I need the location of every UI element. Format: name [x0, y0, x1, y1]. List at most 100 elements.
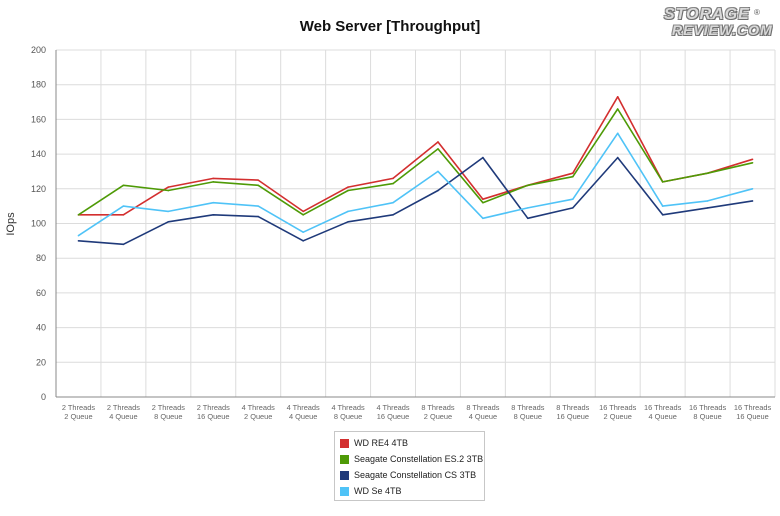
data-point — [257, 184, 260, 187]
data-point — [347, 210, 349, 213]
y-axis-label: IOps — [5, 212, 17, 236]
x-tick-label-line: 8 Queue — [693, 412, 721, 421]
legend-item: Seagate Constellation CS 3TB — [340, 467, 479, 483]
data-point — [122, 243, 125, 246]
x-tick-label: 2 Threads 4 Queue — [107, 403, 140, 421]
data-point — [571, 175, 574, 178]
data-point — [661, 205, 664, 207]
gridlines — [55, 49, 776, 398]
data-point — [616, 108, 619, 110]
x-tick-label-line: 16 Queue — [377, 412, 409, 421]
data-point — [661, 181, 664, 183]
x-tick-label: 16 Threads 16 Queue — [734, 403, 772, 421]
data-point — [212, 214, 215, 216]
legend: WD RE4 4TB Seagate Constellation ES.2 3TB… — [334, 431, 485, 501]
x-tick-label-line: 8 Threads — [466, 403, 499, 412]
x-tick-label-line: 8 Threads — [556, 403, 589, 412]
x-tick-label-line: 8 Threads — [421, 403, 454, 412]
data-point — [527, 217, 529, 220]
data-point — [347, 220, 349, 223]
y-tick-label: 0 — [41, 392, 46, 402]
data-point — [437, 189, 439, 192]
data-point — [257, 205, 260, 207]
x-tick-label: 8 Threads 8 Queue — [511, 403, 544, 421]
data-point — [751, 161, 754, 164]
x-tick-label-line: 2 Threads — [62, 403, 95, 412]
data-point — [302, 210, 304, 213]
storage-review-logo: STORAGE REVIEW.COM ® — [636, 6, 772, 42]
series-line-1 — [78, 96, 753, 216]
x-tick-label-line: 4 Threads — [242, 403, 275, 412]
data-point — [706, 200, 709, 202]
data-point — [751, 200, 754, 202]
y-tick-label: 60 — [36, 288, 46, 298]
x-tick-label-line: 8 Queue — [514, 412, 542, 421]
legend-swatch — [340, 438, 349, 448]
data-point — [751, 188, 754, 190]
x-tick-label-line: 2 Queue — [604, 412, 632, 421]
data-point — [751, 158, 754, 161]
x-tick-label: 2 Threads 16 Queue — [197, 403, 230, 421]
x-tick-label-line: 4 Queue — [648, 412, 676, 421]
data-point — [212, 177, 215, 180]
y-tick-labels: 0 20 40 60 80 100 120 140 160 180 200 — [31, 45, 46, 402]
series-line-4 — [78, 132, 753, 237]
data-point — [212, 181, 215, 183]
legend-swatch — [340, 486, 349, 496]
data-point — [392, 182, 394, 185]
x-tick-label-line: 2 Threads — [107, 403, 140, 412]
x-tick-label-line: 4 Threads — [287, 403, 320, 412]
x-tick-label-line: 2 Queue — [64, 412, 92, 421]
x-tick-label: 8 Threads 4 Queue — [466, 403, 499, 421]
data-point — [392, 177, 394, 180]
data-point — [167, 189, 170, 192]
y-tick-label: 20 — [36, 357, 46, 367]
data-point — [482, 198, 484, 201]
y-tick-label: 140 — [31, 149, 46, 159]
data-point — [616, 96, 619, 98]
legend-item: Seagate Constellation ES.2 3TB — [340, 451, 483, 467]
x-tick-label: 8 Threads 2 Queue — [421, 403, 454, 421]
legend-label: WD Se 4TB — [354, 486, 402, 496]
y-tick-label: 120 — [31, 184, 46, 194]
x-tick-label-line: 16 Threads — [644, 403, 682, 412]
logo-line-2: REVIEW.COM — [672, 22, 773, 38]
data-point — [482, 156, 484, 159]
x-tick-label-line: 8 Queue — [154, 412, 182, 421]
data-point — [616, 132, 619, 135]
data-point — [302, 214, 304, 216]
data-point — [77, 214, 80, 216]
data-point — [212, 201, 215, 204]
x-tick-label: 16 Threads 2 Queue — [599, 403, 637, 421]
legend-item: WD Se 4TB — [340, 483, 479, 499]
x-tick-label: 8 Threads 16 Queue — [556, 403, 589, 421]
x-tick-label-line: 2 Queue — [244, 412, 272, 421]
series-line-2 — [78, 108, 753, 216]
x-tick-label-line: 8 Threads — [511, 403, 544, 412]
x-tick-label-line: 2 Queue — [424, 412, 452, 421]
data-point — [167, 186, 170, 188]
x-tick-label-line: 4 Threads — [332, 403, 365, 412]
data-point — [77, 234, 80, 237]
data-point — [77, 240, 80, 242]
data-point — [347, 189, 349, 192]
y-tick-label: 40 — [36, 323, 46, 333]
data-point — [167, 220, 170, 223]
data-point — [571, 172, 574, 174]
axes — [55, 50, 775, 398]
series-line-3 — [78, 156, 753, 246]
data-point — [527, 207, 529, 209]
y-tick-label: 100 — [31, 219, 46, 229]
x-tick-label: 2 Threads 8 Queue — [152, 403, 185, 421]
x-tick-label-line: 16 Queue — [736, 412, 768, 421]
data-point — [122, 205, 125, 207]
data-point — [257, 215, 260, 218]
x-tick-label: 16 Threads 4 Queue — [644, 403, 682, 421]
x-tick-label-line: 4 Queue — [109, 412, 137, 421]
x-tick-label: 2 Threads 2 Queue — [62, 403, 95, 421]
data-point — [706, 172, 709, 174]
y-tick-label: 200 — [31, 45, 46, 55]
data-point — [437, 170, 439, 173]
